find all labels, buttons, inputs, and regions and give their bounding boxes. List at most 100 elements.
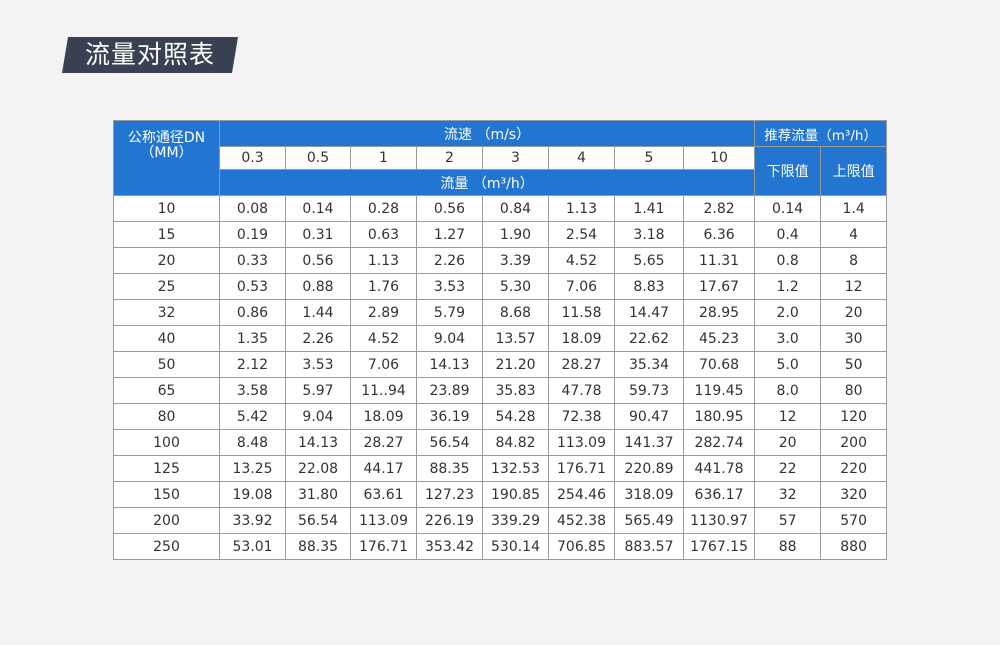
flow-cell: 28.95 [682, 299, 756, 326]
table-row: 200 33.92 56.54 113.09 226.19 339.29 452.38 565… [113, 507, 888, 534]
lower-limit-cell: 32 [754, 481, 822, 508]
dn-cell: 50 [113, 351, 220, 378]
flow-cell: 59.73 [614, 377, 684, 404]
flow-cell: 0.88 [285, 273, 351, 300]
table-row: 40 1.35 2.26 4.52 9.04 13.57 18.09 22.62 45.23 3.… [113, 325, 888, 352]
flow-table: 公称通径DN （MM） 流速 （m/s） 推荐流量（m³/h） 0.3 0.5 1 2… [113, 120, 888, 560]
lower-limit-cell: 20 [754, 429, 822, 456]
velocity-cell: 1 [350, 146, 417, 170]
velocity-cell: 3 [482, 146, 549, 170]
flow-cell: 11.31 [682, 247, 756, 274]
flow-cell: 8.83 [614, 273, 684, 300]
velocity-cell: 10 [682, 146, 756, 170]
dn-header-label: 公称通径DN [127, 130, 206, 146]
lower-limit-cell: 2.0 [754, 299, 822, 326]
table-row: 250 53.01 88.35 176.71 353.42 530.14 706.85 883… [113, 533, 888, 560]
velocity-header: 流速 （m/s） [218, 120, 756, 147]
lower-limit-cell: 8.0 [754, 377, 822, 404]
flow-cell: 9.04 [416, 325, 483, 352]
flow-cell: 636.17 [682, 481, 756, 508]
table-row: 150 19.08 31.80 63.61 127.23 190.85 254.46 318.… [113, 481, 888, 508]
dn-cell: 250 [113, 533, 220, 560]
flow-cell: 11..94 [350, 377, 417, 404]
velocity-cell: 4 [548, 146, 615, 170]
dn-cell: 10 [113, 195, 220, 222]
dn-cell: 15 [113, 221, 220, 248]
upper-limit-cell: 50 [820, 351, 888, 378]
velocity-cell: 0.3 [219, 146, 286, 170]
flow-cell: 8.68 [482, 299, 549, 326]
flow-cell: 530.14 [482, 533, 549, 560]
flow-cell: 2.54 [548, 221, 615, 248]
upper-limit-cell: 1.4 [820, 195, 888, 222]
flow-cell: 353.42 [416, 533, 483, 560]
flow-cell: 318.09 [614, 481, 684, 508]
flow-cell: 1.41 [614, 195, 684, 222]
upper-limit-cell: 200 [820, 429, 888, 456]
upper-limit-cell: 4 [820, 221, 888, 248]
upper-limit-cell: 8 [820, 247, 888, 274]
flow-cell: 23.89 [416, 377, 483, 404]
flow-cell: 254.46 [548, 481, 615, 508]
flow-cell: 35.83 [482, 377, 549, 404]
flow-cell: 11.58 [548, 299, 615, 326]
flow-header: 流量 （m³/h） [218, 169, 756, 196]
flow-cell: 0.19 [219, 221, 286, 248]
flow-cell: 113.09 [548, 429, 615, 456]
lower-limit-header: 下限值 [754, 146, 822, 196]
flow-cell: 0.86 [219, 299, 286, 326]
upper-limit-header: 上限值 [820, 146, 888, 196]
flow-cell: 1767.15 [682, 533, 756, 560]
flow-cell: 88.35 [416, 455, 483, 482]
flow-cell: 0.53 [219, 273, 286, 300]
flow-cell: 31.80 [285, 481, 351, 508]
flow-cell: 2.82 [682, 195, 756, 222]
upper-limit-cell: 880 [820, 533, 888, 560]
flow-cell: 47.78 [548, 377, 615, 404]
flow-cell: 18.09 [350, 403, 417, 430]
flow-cell: 18.09 [548, 325, 615, 352]
flow-cell: 226.19 [416, 507, 483, 534]
flow-cell: 3.18 [614, 221, 684, 248]
dn-cell: 20 [113, 247, 220, 274]
flow-cell: 127.23 [416, 481, 483, 508]
lower-limit-cell: 12 [754, 403, 822, 430]
dn-cell: 80 [113, 403, 220, 430]
flow-cell: 176.71 [350, 533, 417, 560]
flow-cell: 2.26 [416, 247, 483, 274]
flow-cell: 113.09 [350, 507, 417, 534]
flow-cell: 21.20 [482, 351, 549, 378]
dn-cell: 150 [113, 481, 220, 508]
flow-cell: 19.08 [219, 481, 286, 508]
table-row: 50 2.12 3.53 7.06 14.13 21.20 28.27 35.34 70.68 5… [113, 351, 888, 378]
flow-cell: 9.04 [285, 403, 351, 430]
flow-cell: 4.52 [350, 325, 417, 352]
flow-cell: 3.39 [482, 247, 549, 274]
flow-cell: 13.25 [219, 455, 286, 482]
flow-cell: 14.47 [614, 299, 684, 326]
flow-cell: 22.08 [285, 455, 351, 482]
flow-cell: 0.84 [482, 195, 549, 222]
flow-cell: 282.74 [682, 429, 756, 456]
flow-cell: 22.62 [614, 325, 684, 352]
lower-limit-cell: 1.2 [754, 273, 822, 300]
table-row: 80 5.42 9.04 18.09 36.19 54.28 72.38 90.47 180.9… [113, 403, 888, 430]
upper-limit-cell: 320 [820, 481, 888, 508]
table-row: 125 13.25 22.08 44.17 88.35 132.53 176.71 220.8… [113, 455, 888, 482]
flow-cell: 56.54 [285, 507, 351, 534]
flow-cell: 84.82 [482, 429, 549, 456]
flow-cell: 1130.97 [682, 507, 756, 534]
flow-cell: 14.13 [285, 429, 351, 456]
flow-cell: 90.47 [614, 403, 684, 430]
recommended-header: 推荐流量（m³/h） [754, 120, 888, 147]
flow-cell: 190.85 [482, 481, 549, 508]
flow-cell: 13.57 [482, 325, 549, 352]
flow-cell: 0.63 [350, 221, 417, 248]
dn-cell: 65 [113, 377, 220, 404]
lower-limit-cell: 57 [754, 507, 822, 534]
flow-cell: 44.17 [350, 455, 417, 482]
flow-cell: 0.14 [285, 195, 351, 222]
flow-cell: 70.68 [682, 351, 756, 378]
flow-cell: 14.13 [416, 351, 483, 378]
flow-cell: 132.53 [482, 455, 549, 482]
